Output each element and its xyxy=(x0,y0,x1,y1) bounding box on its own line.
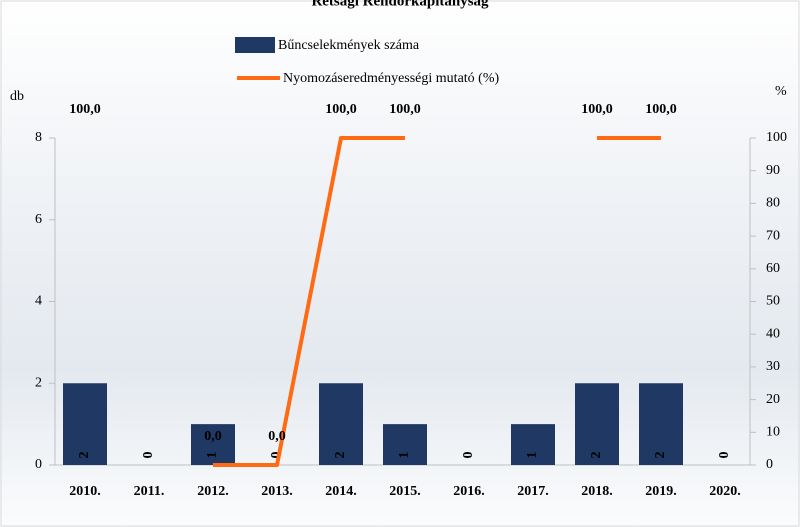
y2-tick-label: 40 xyxy=(766,326,780,341)
line-value-label: 0,0 xyxy=(204,429,222,444)
x-tick-label: 2020. xyxy=(709,484,741,499)
y-tick-label: 2 xyxy=(35,375,42,390)
bar-value-label: 2 xyxy=(653,452,668,459)
y2-tick-label: 20 xyxy=(766,392,780,407)
bar xyxy=(63,383,107,465)
bar-value-label: 1 xyxy=(205,452,220,459)
y2-tick-label: 90 xyxy=(766,163,780,178)
x-tick-label: 2013. xyxy=(261,484,293,499)
bar xyxy=(639,383,683,465)
y2-tick-label: 80 xyxy=(766,196,780,211)
x-tick-label: 2010. xyxy=(69,484,101,499)
x-tick-label: 2019. xyxy=(645,484,677,499)
y-tick-label: 0 xyxy=(35,457,42,472)
line-value-label: 100,0 xyxy=(69,102,101,117)
x-tick-label: 2014. xyxy=(325,484,357,499)
bar-value-label: 2 xyxy=(333,452,348,459)
chart-title: Rétsági Rendőrkapitányság xyxy=(311,0,489,9)
bar-value-label: 2 xyxy=(589,452,604,459)
bar-value-label: 0 xyxy=(269,452,284,459)
y2-tick-label: 100 xyxy=(766,130,787,145)
x-tick-label: 2015. xyxy=(389,484,421,499)
x-tick-label: 2011. xyxy=(134,484,165,499)
line-value-label: 100,0 xyxy=(389,102,421,117)
y2-tick-label: 10 xyxy=(766,425,780,440)
bar xyxy=(191,424,235,465)
line-value-label: 0,0 xyxy=(268,429,286,444)
line-value-label: 100,0 xyxy=(325,102,357,117)
y-tick-label: 4 xyxy=(35,294,42,309)
y2-tick-label: 70 xyxy=(766,228,780,243)
bar-value-label: 1 xyxy=(525,452,540,459)
x-tick-label: 2018. xyxy=(581,484,613,499)
y2-tick-label: 0 xyxy=(766,457,773,472)
line-value-label: 100,0 xyxy=(581,102,613,117)
legend-swatch-bar xyxy=(235,37,275,53)
bar xyxy=(383,424,427,465)
bar-value-label: 0 xyxy=(141,452,156,459)
y-axis-label: db xyxy=(10,89,24,104)
bar-value-label: 1 xyxy=(397,452,412,459)
y-tick-label: 6 xyxy=(35,212,42,227)
legend-label: Bűncselekmények száma xyxy=(278,38,420,53)
y-tick-label: 8 xyxy=(35,130,42,145)
line xyxy=(213,136,661,467)
y2-tick-label: 60 xyxy=(766,261,780,276)
y2-tick-label: 50 xyxy=(766,294,780,309)
x-tick-label: 2012. xyxy=(197,484,229,499)
bar-value-label: 0 xyxy=(461,452,476,459)
bar xyxy=(575,383,619,465)
x-tick-label: 2016. xyxy=(453,484,485,499)
y2-tick-label: 30 xyxy=(766,359,780,374)
bar xyxy=(319,383,363,465)
bar-value-label: 2 xyxy=(77,452,92,459)
x-tick-label: 2017. xyxy=(517,484,549,499)
y2-axis-label: % xyxy=(775,84,787,99)
bar xyxy=(511,424,555,465)
legend-label: Nyomozáseredményességi mutató (%) xyxy=(283,71,499,86)
bar-value-label: 0 xyxy=(717,452,732,459)
line-value-label: 100,0 xyxy=(645,102,677,117)
